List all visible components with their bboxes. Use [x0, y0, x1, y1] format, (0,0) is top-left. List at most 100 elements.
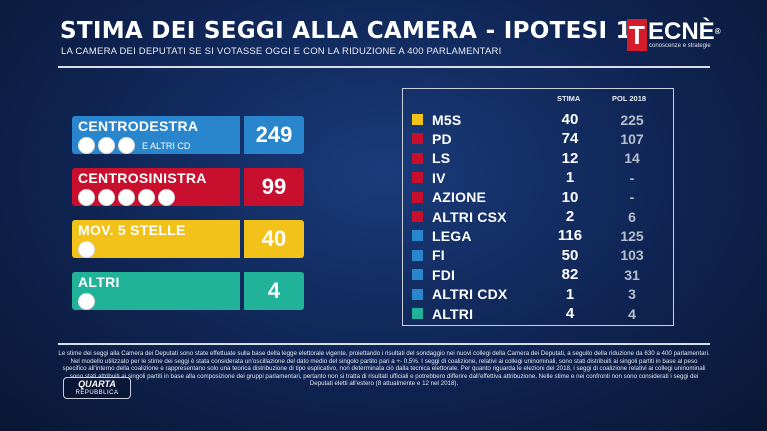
party-pol2018: 125 [620, 227, 644, 244]
coalition-seats: 4 [244, 272, 304, 310]
party-name: AZIONE [432, 189, 487, 206]
party-pol2018: 103 [620, 247, 644, 264]
party-logos [78, 189, 234, 206]
show-logo-line2: REPUBBLICA [75, 390, 119, 396]
coalition-label-box: ALTRI [72, 272, 240, 310]
party-stima: 1 [565, 285, 575, 303]
party-logos: E ALTRI CD [78, 137, 234, 154]
party-row: PD 74 107 [412, 130, 668, 147]
party-stima: 40 [561, 111, 579, 128]
party-name: FDI [432, 266, 456, 283]
party-color-swatch [412, 114, 423, 125]
party-name: FI [432, 247, 445, 264]
coalition-label-box: CENTROSINISTRA [72, 168, 240, 206]
party-row: LS 12 14 [412, 150, 668, 167]
coalition-name: CENTROSINISTRA [78, 170, 207, 186]
party-name: M5S [432, 111, 462, 128]
party-color-swatch [412, 172, 423, 184]
party-pol2018: 107 [620, 130, 644, 147]
footnote: Le stime dei seggi alla Camera dei Deput… [58, 350, 710, 388]
show-logo-line1: QUARTA [78, 379, 116, 389]
party-logos [78, 241, 234, 258]
party-name: IV [432, 169, 446, 186]
party-color-swatch [412, 133, 423, 145]
party-stima: 12 [561, 149, 579, 167]
party-logo-icon [78, 189, 95, 206]
party-name: ALTRI [432, 305, 474, 322]
party-row: ALTRI CDX 1 3 [412, 286, 668, 303]
party-color-swatch [412, 288, 423, 300]
party-color-swatch [412, 249, 423, 261]
coalition-extra: E ALTRI CD [142, 140, 191, 151]
party-stima: 116 [557, 227, 583, 245]
party-row: LEGA 116 125 [412, 227, 668, 244]
party-row: FDI 82 31 [412, 266, 668, 283]
content-frame [58, 66, 710, 343]
party-name: LS [432, 150, 451, 167]
coalition-label-box: CENTRODESTRA E ALTRI CD [72, 116, 240, 154]
logo-text: ECNÈ® [648, 18, 721, 45]
party-color-swatch [412, 152, 423, 164]
party-pol2018: - [629, 189, 635, 206]
party-stima: 50 [561, 246, 579, 264]
party-stima: 74 [561, 130, 579, 148]
coalition-seats: 40 [244, 220, 304, 258]
party-logo-icon [78, 137, 95, 154]
party-logo-icon [118, 137, 135, 154]
coalition-name: MOV. 5 STELLE [78, 222, 186, 238]
party-pol2018: 31 [624, 266, 640, 283]
coalition-centrodestra: CENTRODESTRA E ALTRI CD 249 [72, 116, 304, 154]
coalition-label-box: MOV. 5 STELLE [72, 220, 240, 258]
coalition-name: CENTRODESTRA [78, 118, 199, 134]
party-stima: 82 [561, 266, 579, 284]
party-name: LEGA [432, 227, 472, 244]
coalition-seats: 99 [244, 168, 304, 206]
tecne-logo: T ECNÈ® conoscenze e strategie [627, 19, 721, 51]
party-row: ALTRI 4 4 [412, 305, 668, 322]
party-logo-icon [78, 293, 95, 310]
party-logos [78, 293, 234, 310]
party-logo-icon [118, 189, 135, 206]
coalition-name: ALTRI [78, 274, 120, 290]
party-pol2018: 14 [624, 150, 640, 167]
party-pol2018: 3 [628, 286, 636, 303]
party-color-swatch [412, 269, 423, 281]
party-logo-icon [98, 189, 115, 206]
party-logo-icon [138, 189, 155, 206]
party-stima: 4 [565, 305, 575, 322]
party-color-swatch [412, 191, 423, 203]
page-subtitle: LA CAMERA DEI DEPUTATI SE SI VOTASSE OGG… [61, 46, 502, 57]
party-stima: 2 [565, 208, 575, 225]
logo-tagline: conoscenze e strategie [649, 43, 711, 49]
party-row: M5S 40 225 [412, 111, 668, 128]
footer-divider [58, 343, 710, 345]
party-row: FI 50 103 [412, 247, 668, 264]
party-pol2018: 4 [628, 305, 636, 322]
show-logo: QUARTA REPUBBLICA [63, 377, 131, 399]
party-pol2018: 225 [620, 111, 644, 128]
party-name: PD [432, 130, 452, 147]
coalition-centrosinistra: CENTROSINISTRA 99 [72, 168, 304, 206]
logo-letter: T [627, 19, 647, 51]
party-stima: 1 [565, 169, 575, 187]
party-row: ALTRI CSX 2 6 [412, 208, 668, 225]
party-row: AZIONE 10 - [412, 189, 668, 206]
party-pol2018: 6 [628, 208, 636, 225]
party-color-swatch [412, 211, 423, 222]
coalition-m5s: MOV. 5 STELLE 40 [72, 220, 304, 258]
coalition-seats: 249 [244, 116, 304, 154]
party-logo-icon [78, 241, 95, 258]
party-name: ALTRI CSX [432, 208, 507, 225]
col-header-stima: STIMA [557, 94, 581, 103]
page-title: STIMA DEI SEGGI ALLA CAMERA - IPOTESI 1 [60, 18, 632, 44]
party-name: ALTRI CDX [432, 286, 508, 303]
party-color-swatch [412, 230, 423, 242]
party-logo-icon [158, 189, 175, 206]
party-pol2018: - [629, 169, 635, 186]
party-color-swatch [412, 308, 423, 319]
party-logo-icon [98, 137, 115, 154]
party-stima: 10 [561, 188, 579, 206]
col-header-pol2018: POL 2018 [612, 94, 647, 103]
coalition-altri: ALTRI 4 [72, 272, 304, 310]
